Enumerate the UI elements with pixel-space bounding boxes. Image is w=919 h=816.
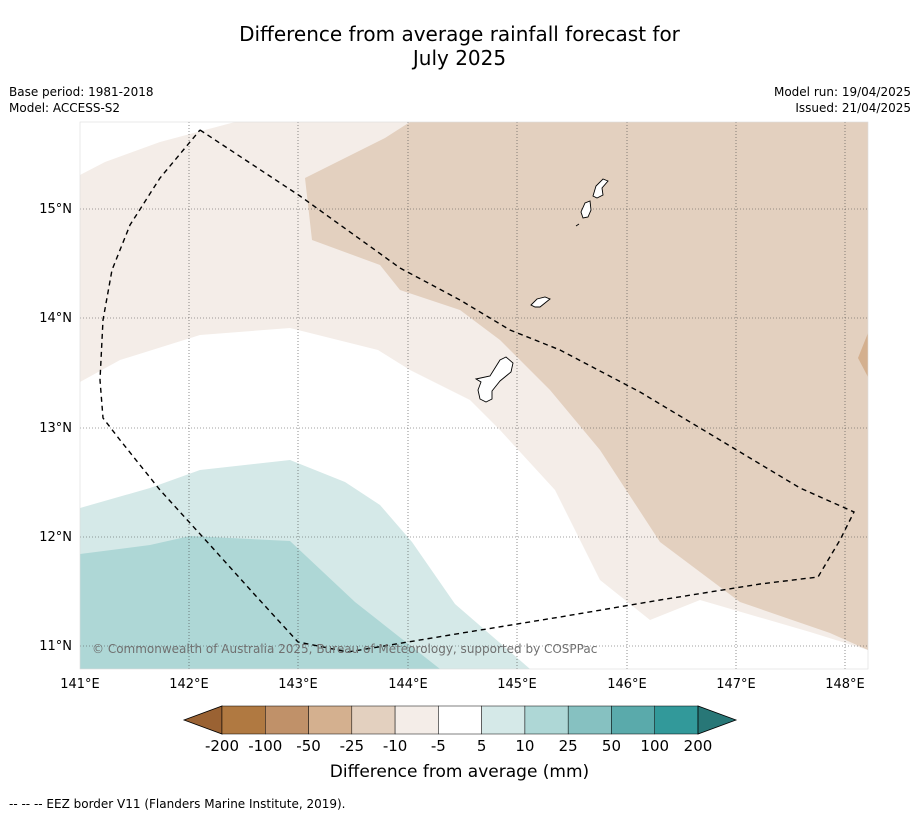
colorbar-segment xyxy=(481,705,526,735)
lon-label-146e: 146°E xyxy=(607,677,647,692)
island-aguijan xyxy=(575,223,580,227)
band-medium-teal xyxy=(80,536,440,669)
lon-label-144e: 144°E xyxy=(388,677,428,692)
colorbar-tick-label: 25 xyxy=(559,737,578,755)
eez-legend-footer: -- -- -- EEZ border V11 (Flanders Marine… xyxy=(9,797,346,811)
model-name: Model: ACCESS-S2 xyxy=(9,101,121,115)
colorbar-tick-label: -25 xyxy=(340,737,365,755)
meta-right: Model run: 19/04/2025 Issued: 21/04/2025 xyxy=(774,84,911,116)
lon-labels: 141°E 142°E 143°E 144°E 145°E 146°E 147°… xyxy=(60,677,865,692)
colorbar-tick-label: 10 xyxy=(515,737,534,755)
eez-border xyxy=(99,129,855,653)
island-rota xyxy=(530,296,551,308)
colorbar-segment xyxy=(221,705,266,735)
lon-label-148e: 148°E xyxy=(825,677,865,692)
colorbar-tick-label: 200 xyxy=(684,737,713,755)
model-run: Model run: 19/04/2025 xyxy=(773,85,911,99)
colorbar-tick-label: -200 xyxy=(205,737,239,755)
island-saipan xyxy=(592,178,609,199)
colorbar-label: Difference from average (mm) xyxy=(329,762,590,782)
colorbar-segment xyxy=(567,705,612,735)
colorbar-segment xyxy=(308,705,353,735)
copyright-note: © Commonwealth of Australia 2025, Bureau… xyxy=(92,642,597,656)
colorbar: -200 -100 -50 -25 -10 -5 5 10 25 50 100 200 xyxy=(182,705,738,755)
lon-label-147e: 147°E xyxy=(716,677,756,692)
colorbar-segment xyxy=(654,705,699,735)
band-darker-brown-patch xyxy=(858,333,868,377)
chart-title: Difference from average rainfall forecas… xyxy=(0,22,919,70)
colorbar-tick-label: -5 xyxy=(431,737,446,755)
lon-label-143e: 143°E xyxy=(278,677,318,692)
title-line-1: Difference from average rainfall forecas… xyxy=(239,22,680,46)
colorbar-segment xyxy=(394,705,439,735)
colorbar-tick-label: -100 xyxy=(248,737,282,755)
lat-label-11n: 11°N xyxy=(39,639,72,654)
colorbar-segment xyxy=(611,705,655,735)
lat-label-13n: 13°N xyxy=(39,421,72,436)
island-tinian xyxy=(580,200,592,219)
title-line-2: July 2025 xyxy=(412,46,507,70)
colorbar-segment xyxy=(438,705,482,735)
lon-label-142e: 142°E xyxy=(169,677,209,692)
colorbar-tick-label: 100 xyxy=(640,737,669,755)
lat-label-12n: 12°N xyxy=(39,530,72,545)
colorbar-tick-label: 5 xyxy=(477,737,487,755)
colorbar-tick-label: -50 xyxy=(296,737,321,755)
meta-left: Base period: 1981-2018 Model: ACCESS-S2 xyxy=(9,84,154,116)
colorbar-arrow-high xyxy=(697,705,738,735)
lat-label-15n: 15°N xyxy=(39,202,72,217)
colorbar-tick-label: -10 xyxy=(383,737,408,755)
colorbar-segment xyxy=(524,705,569,735)
islands xyxy=(474,178,609,403)
colorbar-segment xyxy=(351,705,396,735)
lon-label-145e: 145°E xyxy=(497,677,537,692)
band-medium-brown xyxy=(305,122,868,650)
colorbar-tick-label: 50 xyxy=(602,737,621,755)
lon-label-141e: 141°E xyxy=(60,677,100,692)
issued-date: Issued: 21/04/2025 xyxy=(795,101,911,115)
lat-labels: 15°N 14°N 13°N 12°N 11°N xyxy=(39,202,72,654)
map-frame xyxy=(79,121,869,670)
colorbar-arrow-low xyxy=(182,705,223,735)
map-area xyxy=(80,122,868,669)
lat-label-14n: 14°N xyxy=(39,311,72,326)
island-guam xyxy=(474,356,514,403)
colorbar-segment xyxy=(265,705,309,735)
gridlines xyxy=(80,122,868,669)
base-period: Base period: 1981-2018 xyxy=(9,85,154,99)
